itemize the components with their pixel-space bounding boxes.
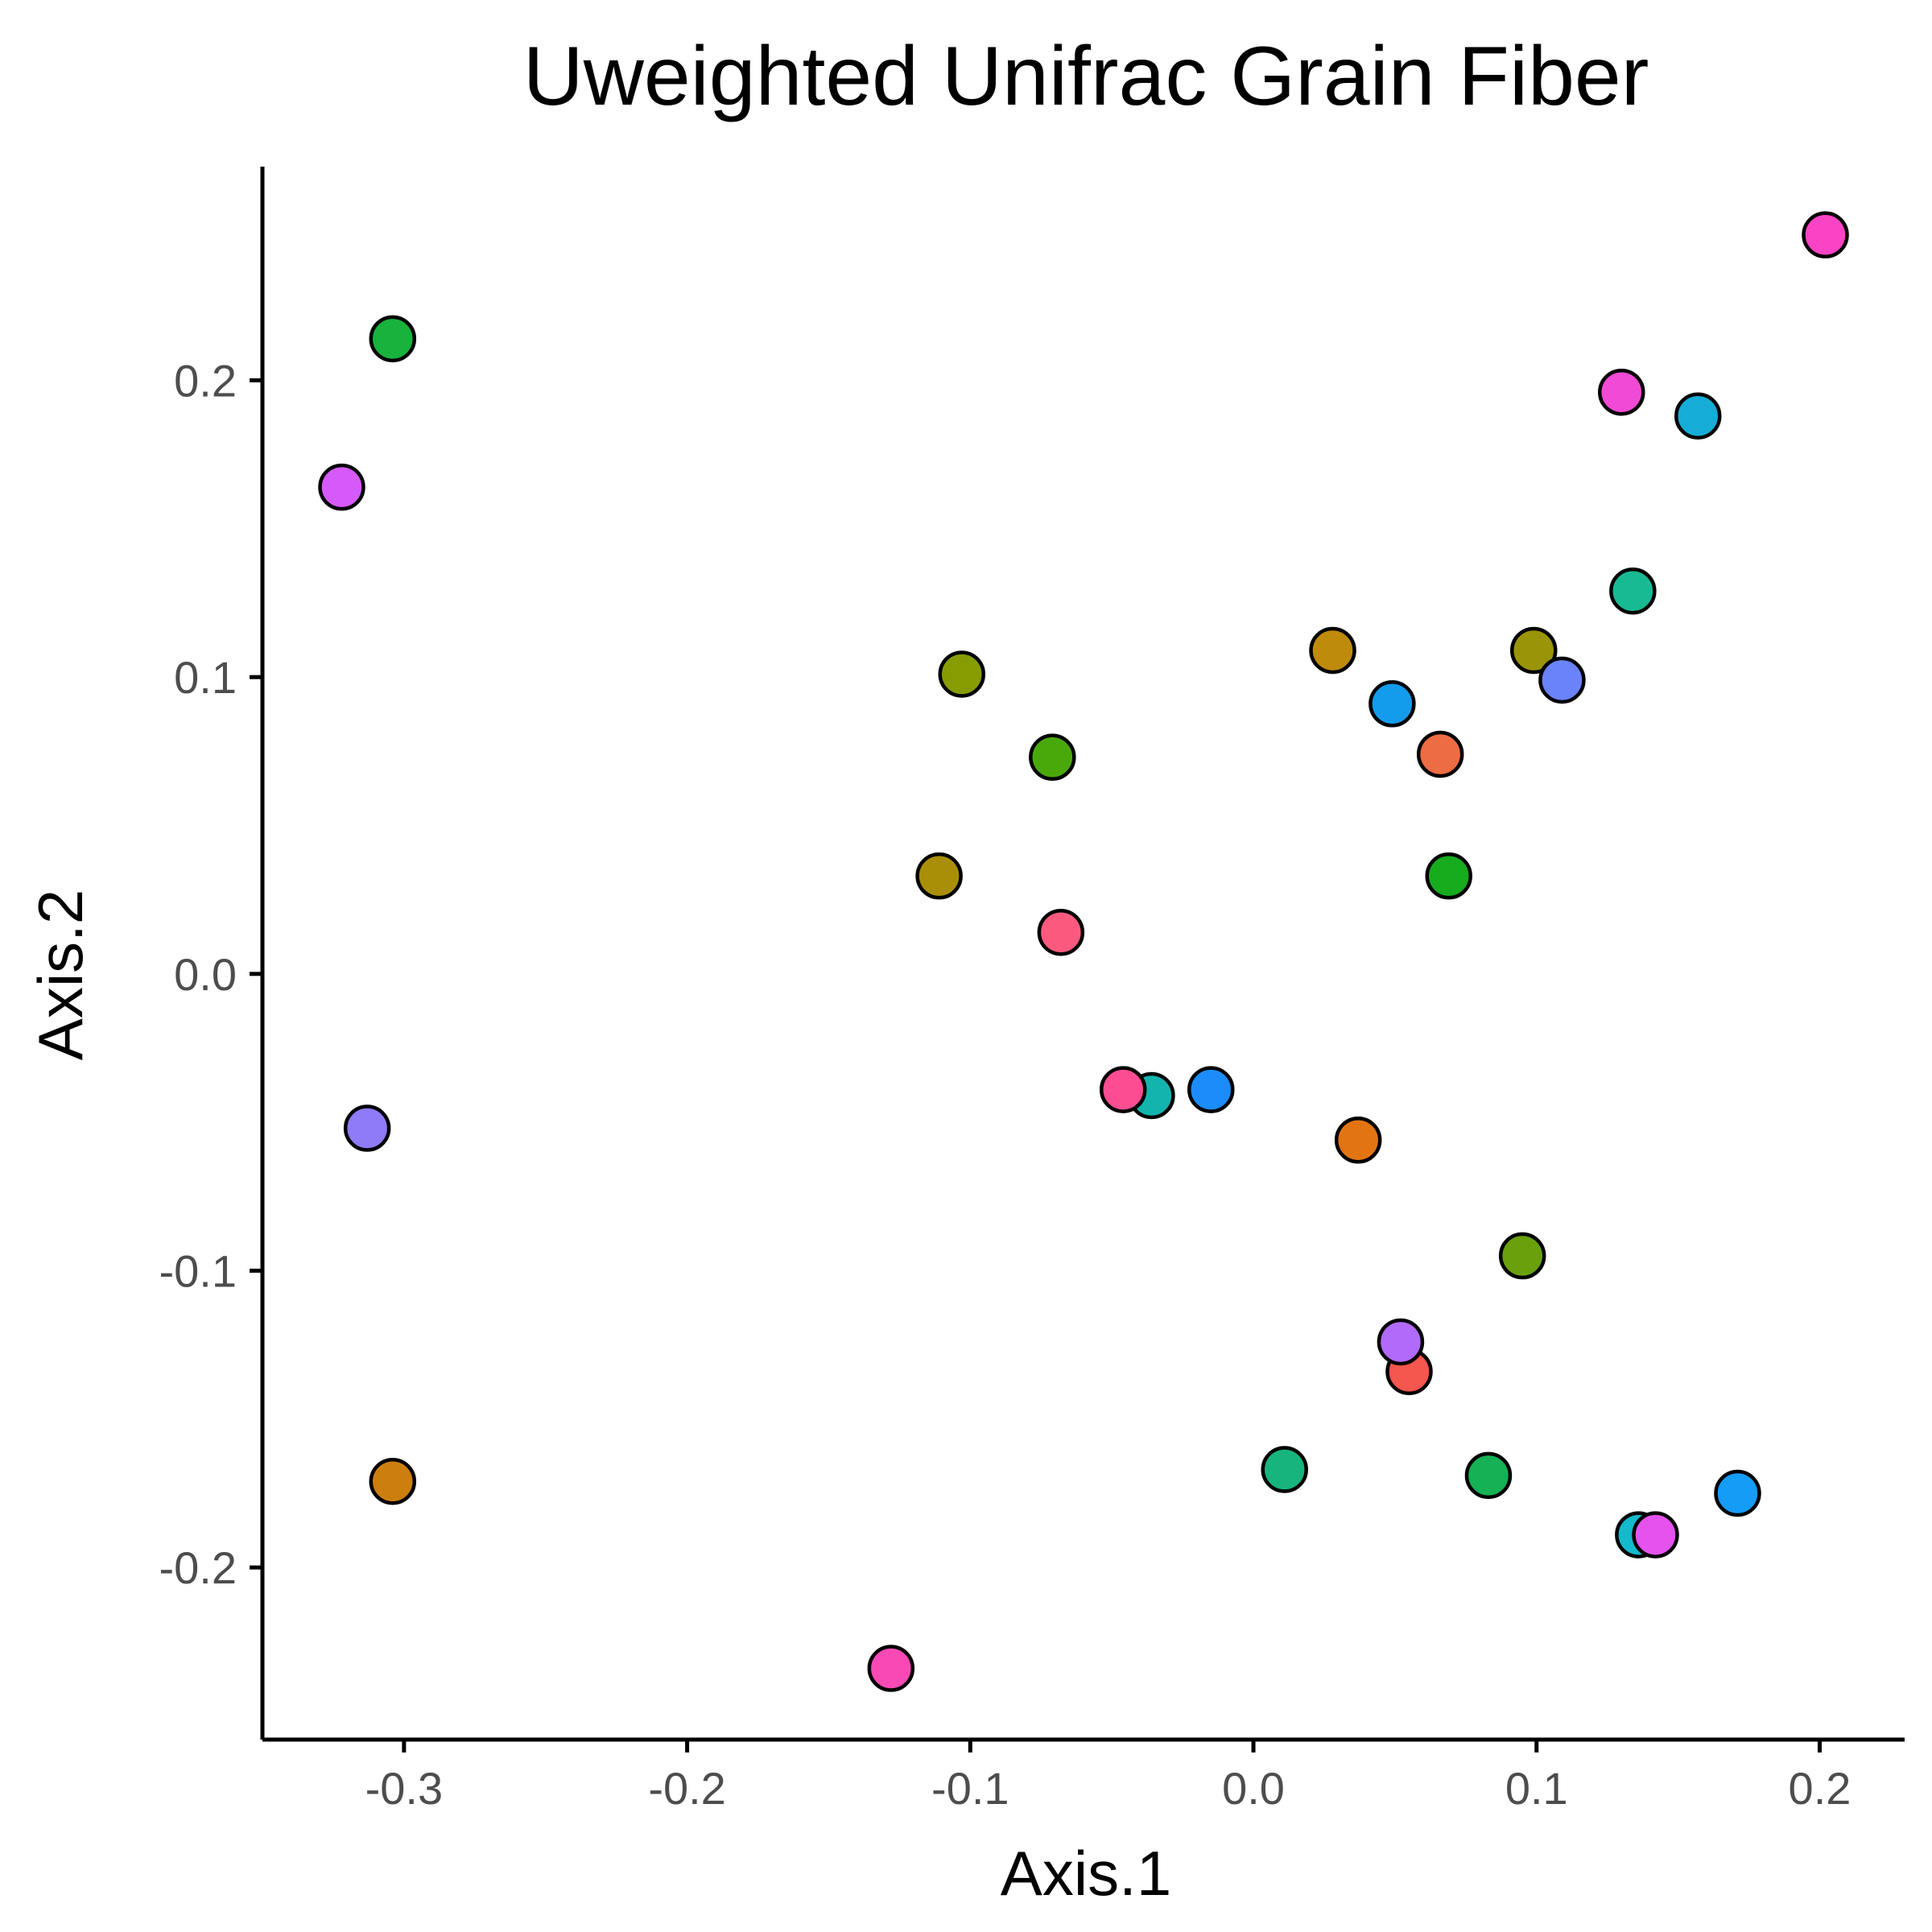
data-point — [1464, 1451, 1513, 1500]
data-point — [1802, 211, 1849, 259]
data-point — [318, 463, 365, 511]
data-point — [867, 1645, 915, 1692]
data-point — [1538, 656, 1586, 704]
data-points — [318, 211, 1849, 1692]
y-tick-label: -0.2 — [159, 1542, 237, 1593]
x-tick-label: 0.2 — [1789, 1763, 1852, 1814]
data-point — [1368, 680, 1416, 728]
data-point — [1029, 733, 1076, 781]
data-point — [1674, 392, 1722, 440]
data-point — [1037, 908, 1085, 956]
x-tick-label: -0.3 — [365, 1763, 444, 1814]
y-axis-label: Axis.2 — [25, 890, 96, 1060]
data-point — [1714, 1469, 1761, 1517]
data-point — [369, 1457, 417, 1505]
data-point — [1425, 852, 1472, 900]
data-point — [343, 1104, 391, 1152]
data-point — [1632, 1511, 1679, 1558]
y-tick-label: 0.0 — [174, 949, 237, 1000]
data-point — [1609, 567, 1657, 615]
x-tick-label: 0.0 — [1222, 1763, 1285, 1814]
data-point — [1416, 730, 1464, 778]
y-tick-label: 0.2 — [174, 355, 237, 406]
y-tick-label: -0.1 — [159, 1245, 237, 1296]
data-point — [1334, 1117, 1382, 1164]
data-point — [915, 852, 963, 900]
data-point — [1377, 1318, 1425, 1366]
y-axis-ticks: -0.2 -0.1 0.0 0.1 0.2 — [159, 355, 262, 1593]
data-point — [369, 315, 417, 363]
data-point — [1498, 1232, 1546, 1280]
x-tick-label: -0.1 — [931, 1763, 1009, 1814]
data-point — [1187, 1066, 1235, 1113]
x-axis-ticks: -0.3 -0.2 -0.1 0.0 0.1 0.2 — [365, 1740, 1852, 1814]
data-point — [1099, 1066, 1147, 1113]
x-tick-label: -0.2 — [648, 1763, 726, 1814]
data-point — [938, 650, 986, 698]
data-point — [1598, 368, 1645, 416]
x-tick-label: 0.1 — [1505, 1763, 1568, 1814]
y-tick-label: 0.1 — [174, 652, 237, 703]
data-point — [1509, 626, 1558, 675]
chart-title: Uweighted Unifrac Grain Fiber — [523, 30, 1649, 123]
data-point — [1261, 1446, 1308, 1493]
x-axis-label: Axis.1 — [1001, 1838, 1171, 1909]
data-point — [1309, 626, 1356, 675]
